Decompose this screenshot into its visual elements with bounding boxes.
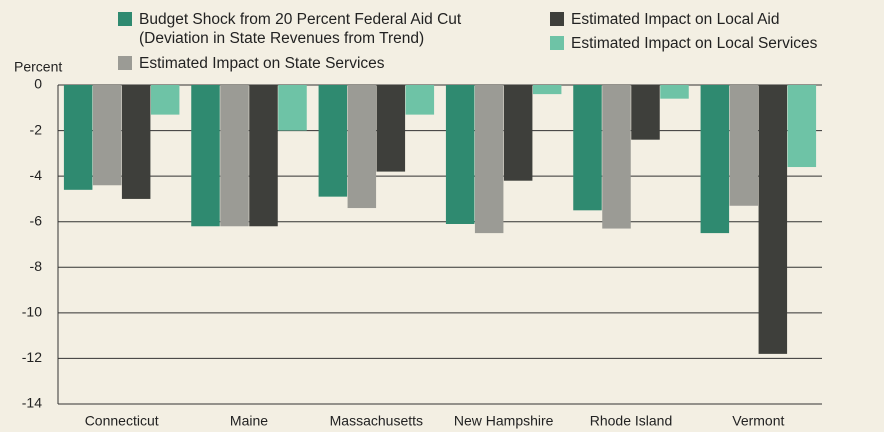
- legend-swatch: [550, 12, 564, 26]
- bar: [503, 85, 533, 181]
- x-tick-label: Maine: [230, 413, 268, 429]
- y-axis-label: Percent: [14, 59, 62, 75]
- legend-label: Estimated Impact on Local Aid: [571, 11, 780, 28]
- y-tick-label: 0: [34, 76, 42, 92]
- bar: [532, 85, 562, 95]
- bar: [92, 85, 122, 186]
- y-tick-label: -14: [22, 395, 42, 411]
- bar: [63, 85, 93, 190]
- legend-label: Estimated Impact on Local Services: [571, 35, 818, 52]
- bar: [278, 85, 307, 131]
- bar: [660, 85, 689, 99]
- y-tick-label: -8: [30, 258, 43, 274]
- y-tick-label: -12: [22, 349, 42, 365]
- y-tick-label: -2: [30, 121, 43, 137]
- bar: [318, 85, 348, 197]
- legend-label: Estimated Impact on State Services: [139, 55, 385, 72]
- bar: [445, 85, 475, 224]
- bar: [347, 85, 377, 209]
- legend-item: Estimated Impact on State Services: [118, 54, 518, 73]
- x-tick-label: Vermont: [732, 413, 784, 429]
- bar: [758, 85, 788, 354]
- bar: [787, 85, 817, 168]
- x-tick-label: Connecticut: [85, 413, 159, 429]
- bar: [150, 85, 180, 115]
- y-tick-label: -4: [30, 167, 43, 183]
- x-tick-label: Rhode Island: [590, 413, 673, 429]
- legend-swatch: [550, 36, 564, 50]
- bar: [405, 85, 435, 115]
- legend-swatch: [118, 56, 132, 70]
- bar: [631, 85, 660, 140]
- y-tick-label: -6: [30, 212, 43, 228]
- bar: [602, 85, 631, 229]
- bar: [474, 85, 504, 234]
- legend-label: Budget Shock from 20 Percent Federal Aid…: [139, 11, 462, 47]
- bar: [700, 85, 730, 234]
- bar: [729, 85, 759, 206]
- x-tick-label: Massachusetts: [330, 413, 423, 429]
- bar: [121, 85, 151, 199]
- legend-item: Estimated Impact on Local Aid: [550, 10, 870, 29]
- bar: [249, 85, 278, 227]
- legend-item: Budget Shock from 20 Percent Federal Aid…: [118, 10, 528, 48]
- x-tick-label: New Hampshire: [454, 413, 554, 429]
- y-tick-label: -10: [22, 304, 42, 320]
- bar: [191, 85, 220, 227]
- legend-item: Estimated Impact on Local Services: [550, 34, 880, 53]
- bar: [376, 85, 406, 172]
- bar: [573, 85, 602, 211]
- bar: [220, 85, 249, 227]
- legend-swatch: [118, 12, 132, 26]
